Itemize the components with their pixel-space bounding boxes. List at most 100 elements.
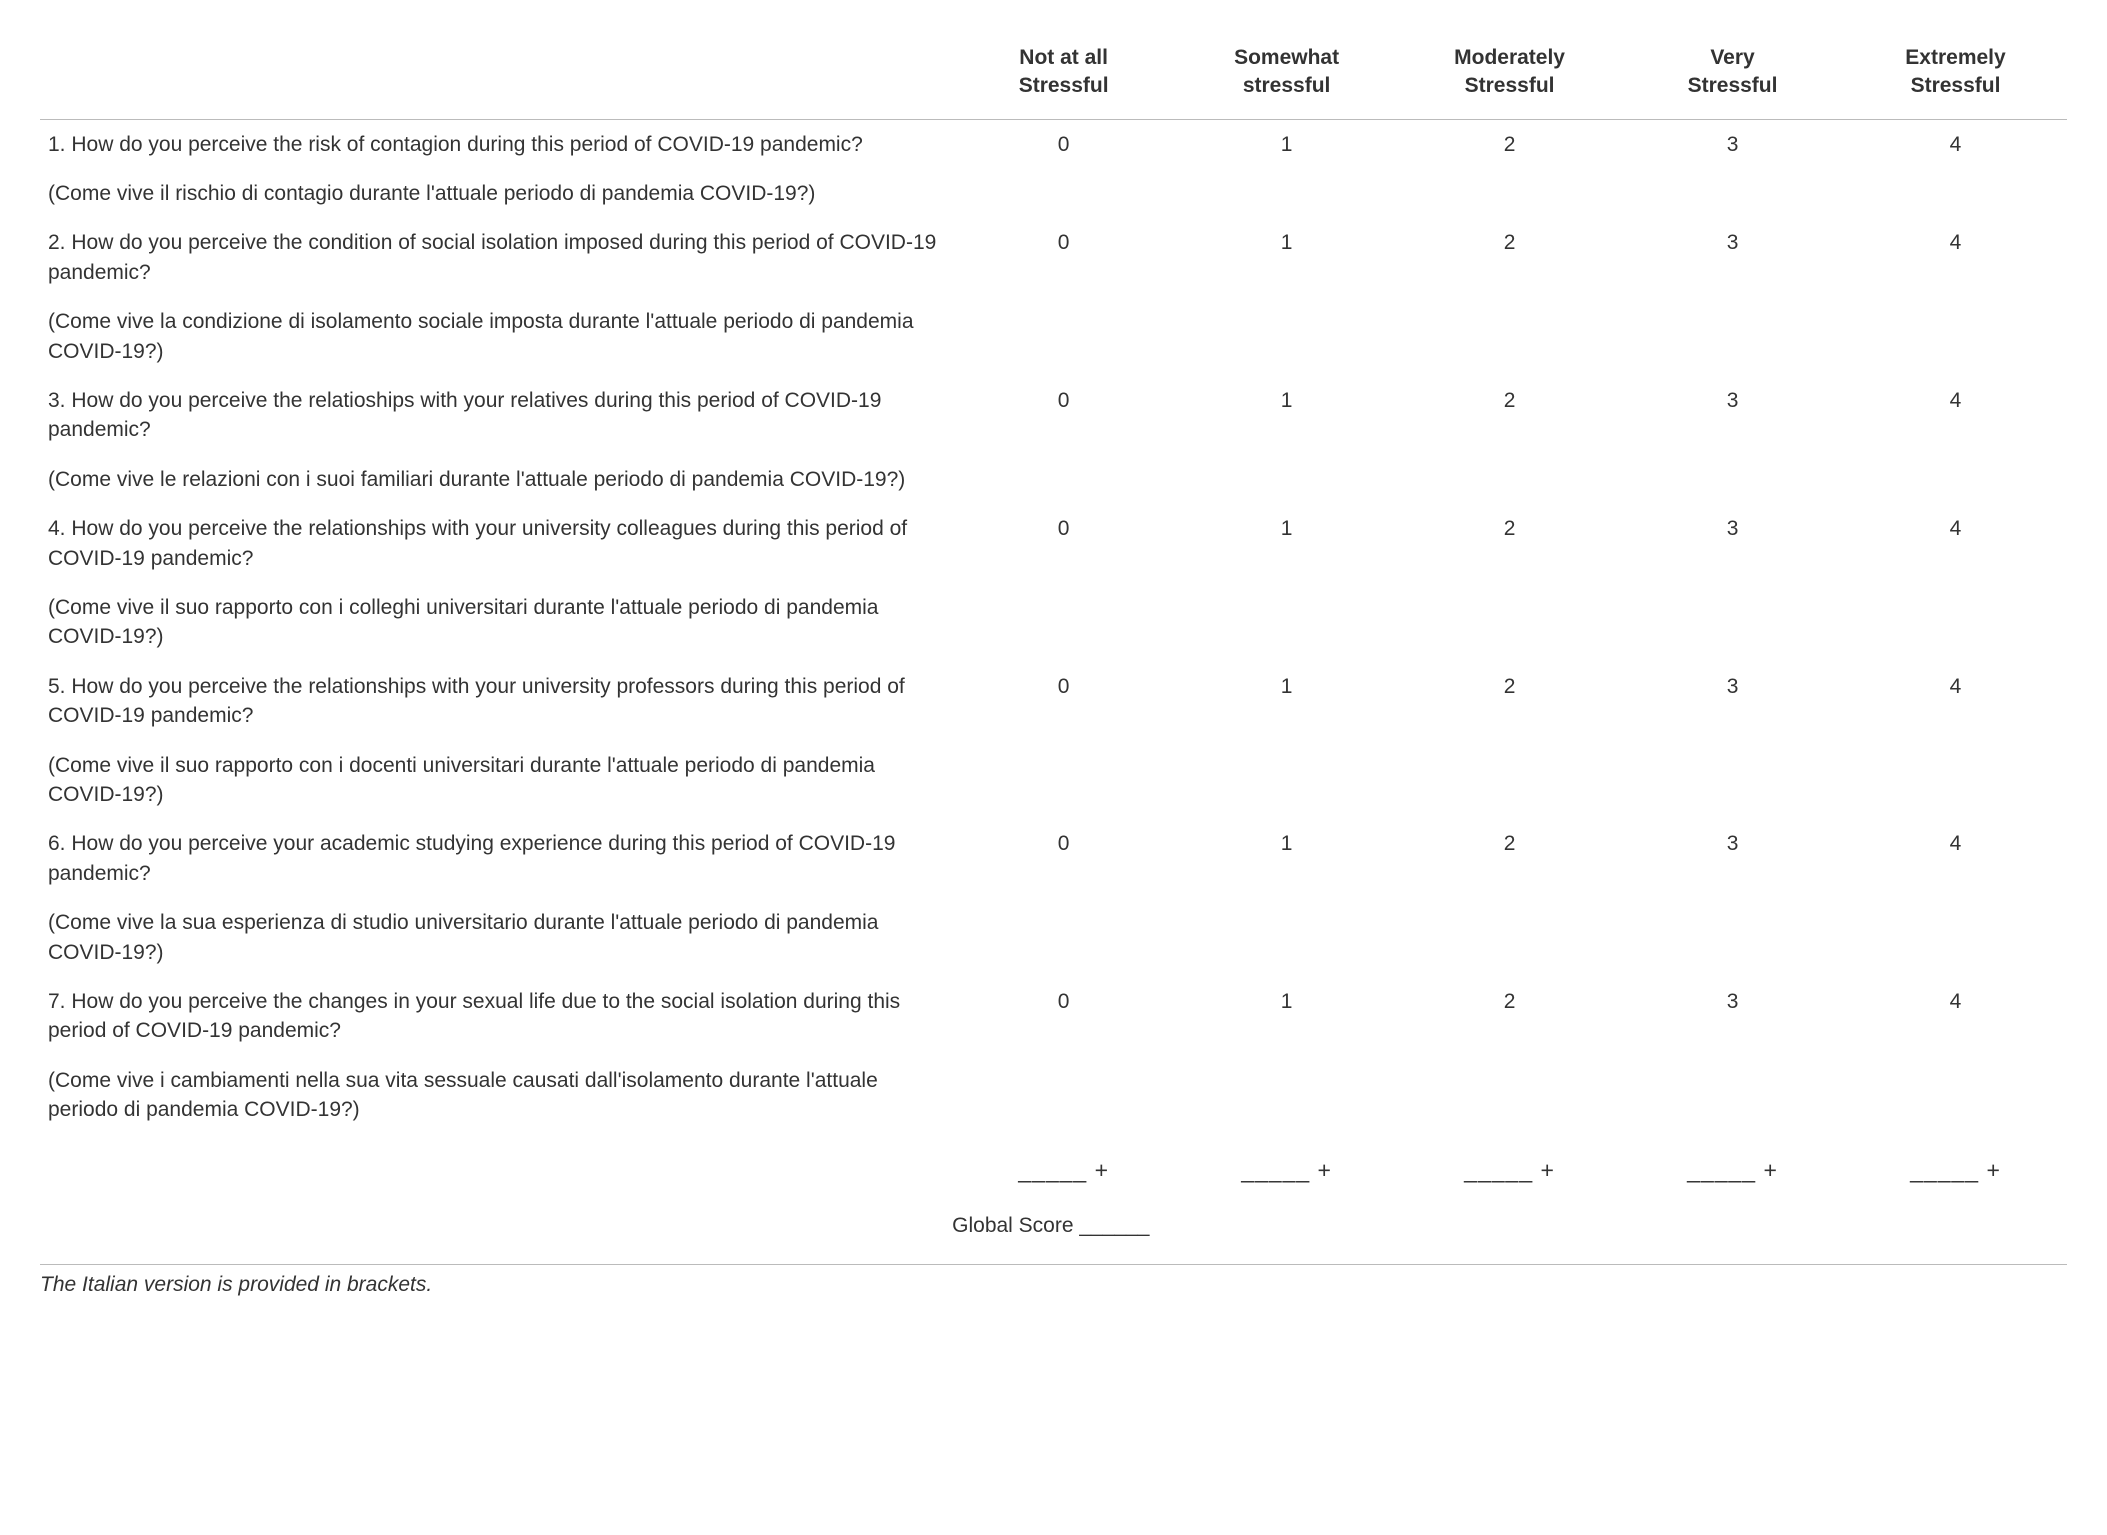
header-text: stressful <box>1243 74 1331 97</box>
empty-cell <box>952 741 1175 820</box>
empty-cell <box>1398 169 1621 218</box>
score-cell: 3 <box>1621 504 1844 583</box>
header-row: Not at all Stressful Somewhat stressful … <box>40 30 2067 119</box>
score-cell: 3 <box>1621 119 1844 169</box>
score-sum-cell: _____ + <box>1398 1134 1621 1200</box>
question-row: 4. How do you perceive the relationships… <box>40 504 2067 583</box>
header-text: Extremely <box>1905 46 2005 69</box>
question-italian: (Come vive il suo rapporto con i collegh… <box>40 583 952 662</box>
question-row-italian: (Come vive la condizione di isolamento s… <box>40 297 2067 376</box>
empty-cell <box>1621 169 1844 218</box>
empty-cell <box>1621 297 1844 376</box>
question-row-italian: (Come vive le relazioni con i suoi famil… <box>40 455 2067 504</box>
empty-cell <box>1621 741 1844 820</box>
footnote: The Italian version is provided in brack… <box>40 1265 2067 1297</box>
question-english: 6. How do you perceive your academic stu… <box>40 819 952 898</box>
question-row: 6. How do you perceive your academic stu… <box>40 819 2067 898</box>
empty-cell <box>1621 455 1844 504</box>
empty-cell <box>1175 898 1398 977</box>
question-row-italian: (Come vive il suo rapporto con i collegh… <box>40 583 2067 662</box>
empty-cell <box>1621 583 1844 662</box>
question-row-italian: (Come vive i cambiamenti nella sua vita … <box>40 1056 2067 1135</box>
score-cell: 3 <box>1621 218 1844 297</box>
question-row-italian: (Come vive il rischio di contagio durant… <box>40 169 2067 218</box>
header-text: Very <box>1710 46 1754 69</box>
empty-cell <box>952 583 1175 662</box>
empty-cell <box>40 1134 952 1200</box>
question-italian: (Come vive la sua esperienza di studio u… <box>40 898 952 977</box>
score-cell: 4 <box>1844 977 2067 1056</box>
question-english: 4. How do you perceive the relationships… <box>40 504 952 583</box>
header-moderately: Moderately Stressful <box>1398 30 1621 119</box>
score-cell: 2 <box>1398 376 1621 455</box>
question-italian: (Come vive il rischio di contagio durant… <box>40 169 952 218</box>
empty-cell <box>40 1201 952 1264</box>
question-row: 5. How do you perceive the relationships… <box>40 662 2067 741</box>
question-english: 5. How do you perceive the relationships… <box>40 662 952 741</box>
score-cell: 0 <box>952 376 1175 455</box>
question-row: 1. How do you perceive the risk of conta… <box>40 119 2067 169</box>
score-sum-cell: _____ + <box>952 1134 1175 1200</box>
header-somewhat: Somewhat stressful <box>1175 30 1398 119</box>
header-text: Moderately <box>1454 46 1565 69</box>
empty-cell <box>1175 741 1398 820</box>
score-cell: 1 <box>1175 662 1398 741</box>
score-cell: 2 <box>1398 119 1621 169</box>
score-cell: 4 <box>1844 376 2067 455</box>
empty-cell <box>1175 1056 1398 1135</box>
empty-cell <box>1844 898 2067 977</box>
empty-cell <box>1175 583 1398 662</box>
empty-cell <box>1175 297 1398 376</box>
question-english: 2. How do you perceive the condition of … <box>40 218 952 297</box>
empty-cell <box>1398 455 1621 504</box>
header-text: Stressful <box>1688 74 1778 97</box>
questions-body: 1. How do you perceive the risk of conta… <box>40 119 2067 1264</box>
stress-scale-table: Not at all Stressful Somewhat stressful … <box>40 30 2067 1264</box>
score-cell: 3 <box>1621 819 1844 898</box>
empty-cell <box>1398 297 1621 376</box>
empty-cell <box>952 898 1175 977</box>
score-cell: 1 <box>1175 119 1398 169</box>
header-empty <box>40 30 952 119</box>
score-cell: 0 <box>952 218 1175 297</box>
empty-cell <box>1175 455 1398 504</box>
score-sum-cell: _____ + <box>1844 1134 2067 1200</box>
empty-cell <box>1398 741 1621 820</box>
score-cell: 2 <box>1398 662 1621 741</box>
score-cell: 2 <box>1398 977 1621 1056</box>
header-text: Stressful <box>1911 74 2001 97</box>
score-cell: 0 <box>952 977 1175 1056</box>
score-cell: 0 <box>952 119 1175 169</box>
score-cell: 1 <box>1175 376 1398 455</box>
empty-cell <box>1844 455 2067 504</box>
empty-cell <box>1175 169 1398 218</box>
header-text: Somewhat <box>1234 46 1339 69</box>
header-text: Stressful <box>1465 74 1555 97</box>
empty-cell <box>1398 583 1621 662</box>
question-english: 1. How do you perceive the risk of conta… <box>40 119 952 169</box>
score-cell: 1 <box>1175 218 1398 297</box>
score-cell: 2 <box>1398 504 1621 583</box>
empty-cell <box>1844 1056 2067 1135</box>
question-row: 3. How do you perceive the relatioships … <box>40 376 2067 455</box>
score-cell: 2 <box>1398 819 1621 898</box>
empty-cell <box>1621 898 1844 977</box>
empty-cell <box>1844 169 2067 218</box>
empty-cell <box>952 169 1175 218</box>
score-cell: 1 <box>1175 977 1398 1056</box>
question-row-italian: (Come vive la sua esperienza di studio u… <box>40 898 2067 977</box>
question-row: 7. How do you perceive the changes in yo… <box>40 977 2067 1056</box>
empty-cell <box>1844 297 2067 376</box>
score-sum-cell: _____ + <box>1621 1134 1844 1200</box>
empty-cell <box>1621 1056 1844 1135</box>
score-cell: 1 <box>1175 504 1398 583</box>
score-cell: 3 <box>1621 977 1844 1056</box>
global-score-label: Global Score ______ <box>952 1201 2067 1264</box>
question-italian: (Come vive la condizione di isolamento s… <box>40 297 952 376</box>
score-cell: 0 <box>952 819 1175 898</box>
score-cell: 4 <box>1844 504 2067 583</box>
question-italian: (Come vive il suo rapporto con i docenti… <box>40 741 952 820</box>
question-italian: (Come vive le relazioni con i suoi famil… <box>40 455 952 504</box>
question-row: 2. How do you perceive the condition of … <box>40 218 2067 297</box>
header-extremely: Extremely Stressful <box>1844 30 2067 119</box>
